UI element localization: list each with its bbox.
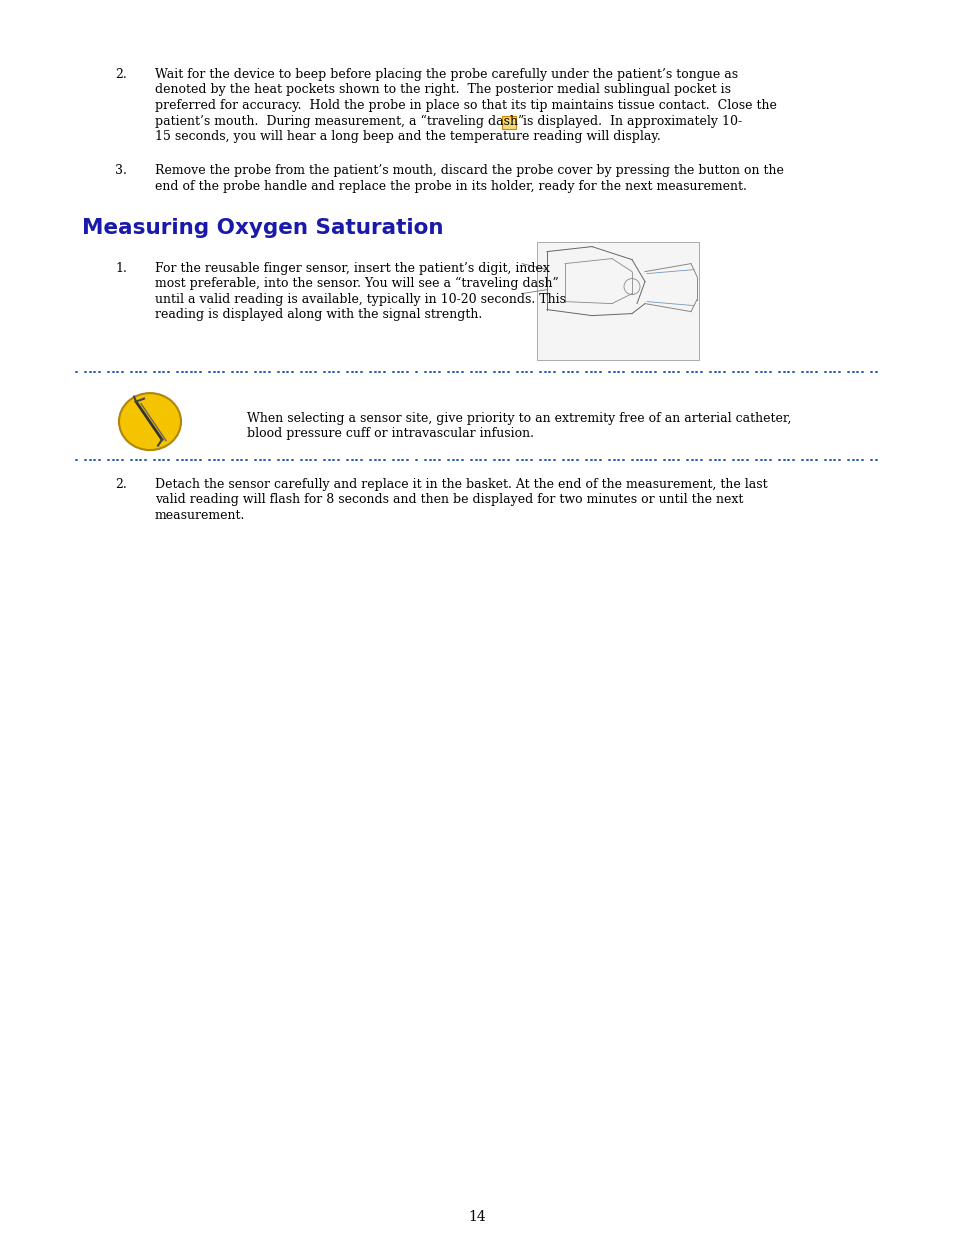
Text: For the reusable finger sensor, insert the patient’s digit, index: For the reusable finger sensor, insert t… [154, 262, 549, 274]
Text: Remove the probe from the patient’s mouth, discard the probe cover by pressing t: Remove the probe from the patient’s mout… [154, 164, 783, 177]
Text: 14: 14 [468, 1210, 485, 1224]
Text: Detach the sensor carefully and replace it in the basket. At the end of the meas: Detach the sensor carefully and replace … [154, 478, 767, 490]
Text: patient’s mouth.  During measurement, a “traveling dash”: patient’s mouth. During measurement, a “… [154, 115, 524, 127]
Text: is displayed.  In approximately 10-: is displayed. In approximately 10- [518, 116, 741, 128]
Text: end of the probe handle and replace the probe in its holder, ready for the next : end of the probe handle and replace the … [154, 179, 746, 193]
Text: blood pressure cuff or intravascular infusion.: blood pressure cuff or intravascular inf… [247, 427, 534, 440]
Ellipse shape [119, 393, 181, 450]
FancyBboxPatch shape [537, 242, 699, 359]
Text: Measuring Oxygen Saturation: Measuring Oxygen Saturation [82, 219, 443, 238]
Text: most preferable, into the sensor. You will see a “traveling dash”: most preferable, into the sensor. You wi… [154, 277, 558, 290]
Text: 15 seconds, you will hear a long beep and the temperature reading will display.: 15 seconds, you will hear a long beep an… [154, 130, 660, 143]
Text: reading is displayed along with the signal strength.: reading is displayed along with the sign… [154, 309, 482, 321]
Text: 2.: 2. [115, 478, 127, 490]
Text: When selecting a sensor site, give priority to an extremity free of an arterial : When selecting a sensor site, give prior… [247, 411, 791, 425]
Text: valid reading will flash for 8 seconds and then be displayed for two minutes or : valid reading will flash for 8 seconds a… [154, 493, 742, 506]
FancyBboxPatch shape [501, 116, 516, 128]
Text: preferred for accuracy.  Hold the probe in place so that its tip maintains tissu: preferred for accuracy. Hold the probe i… [154, 99, 776, 112]
Text: 3.: 3. [115, 164, 127, 177]
Text: denoted by the heat pockets shown to the right.  The posterior medial sublingual: denoted by the heat pockets shown to the… [154, 84, 730, 96]
Text: 1.: 1. [115, 262, 127, 274]
Text: 2.: 2. [115, 68, 127, 82]
Text: measurement.: measurement. [154, 509, 245, 521]
Text: Wait for the device to beep before placing the probe carefully under the patient: Wait for the device to beep before placi… [154, 68, 738, 82]
Text: until a valid reading is available, typically in 10-20 seconds. This: until a valid reading is available, typi… [154, 293, 565, 306]
